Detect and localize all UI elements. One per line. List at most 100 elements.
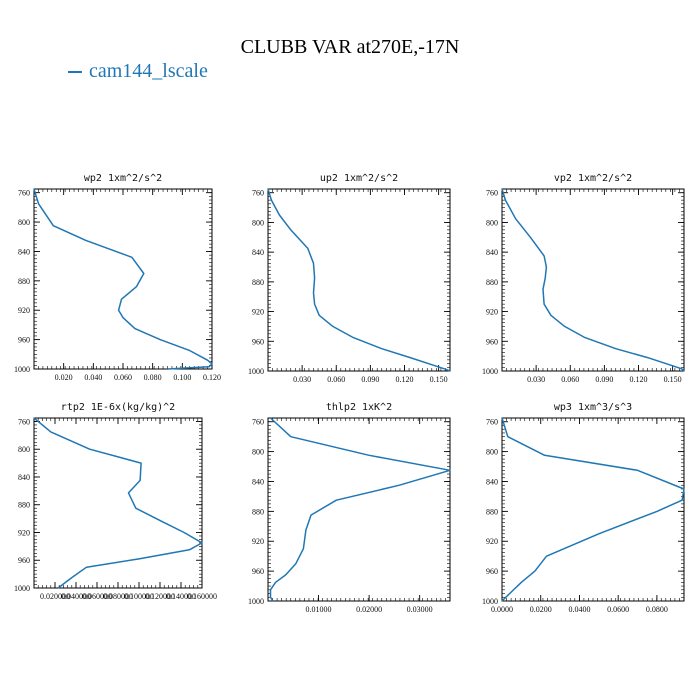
y-tick-label: 880 [252, 507, 264, 516]
y-tick-label: 760 [252, 418, 264, 427]
x-tick-label: 0.150 [430, 375, 448, 384]
series-line [269, 417, 451, 602]
y-tick-label: 1000 [248, 367, 264, 376]
series-line [33, 417, 203, 589]
y-tick-label: 800 [18, 445, 30, 454]
x-tick-label: 0.120 [396, 375, 414, 384]
series-line [501, 417, 685, 602]
x-tick-label: 0.120 [203, 373, 221, 382]
plot-frame [267, 188, 451, 372]
series-line [267, 188, 451, 372]
y-tick-label: 1000 [482, 367, 498, 376]
series-line [33, 188, 213, 370]
subplot-title: vp2 1xm^2/s^2 [554, 173, 632, 184]
legend-line-swatch [68, 70, 82, 73]
x-tick-label: 0.020000 [40, 592, 70, 601]
x-tick-label: 0.160000 [187, 592, 217, 601]
x-tick-label: 0.150 [664, 375, 682, 384]
x-tick-label: 0.030 [527, 375, 545, 384]
subplot-title: thlp2 1xK^2 [326, 402, 392, 413]
subplot-title: up2 1xm^2/s^2 [320, 173, 398, 184]
y-tick-label: 800 [486, 218, 498, 227]
x-tick-label: 0.060 [561, 375, 579, 384]
y-tick-label: 960 [18, 336, 30, 345]
plot-frame [33, 188, 213, 370]
y-tick-label: 760 [486, 418, 498, 427]
series-line [501, 188, 685, 372]
x-tick-label: 0.060000 [82, 592, 112, 601]
x-tick-label: 0.0000 [491, 605, 513, 614]
x-tick-label: 0.060 [327, 375, 345, 384]
y-tick-label: 920 [18, 528, 30, 537]
x-tick-label: 0.03000 [407, 605, 433, 614]
plot-frame [501, 188, 685, 372]
plot-frame [501, 417, 685, 602]
y-tick-label: 840 [486, 477, 498, 486]
x-tick-label: 0.090 [361, 375, 379, 384]
plot-frame [267, 417, 451, 602]
y-tick-label: 920 [486, 537, 498, 546]
y-tick-label: 920 [252, 537, 264, 546]
y-tick-label: 1000 [14, 584, 30, 593]
x-tick-label: 0.0400 [568, 605, 590, 614]
x-tick-label: 0.040000 [61, 592, 91, 601]
subplot-2: up2 1xm^2/s^2 0.030 0.060 0.090 0.120 0.150 76… [248, 173, 451, 384]
x-tick-label: 0.080 [144, 373, 162, 382]
y-tick-label: 920 [486, 308, 498, 317]
x-tick-label: 0.040 [84, 373, 102, 382]
x-tick-label: 0.140000 [166, 592, 196, 601]
x-tick-label: 0.0600 [607, 605, 629, 614]
subplot-title: rtp2 1E-6x(kg/kg)^2 [61, 402, 175, 413]
x-tick-label: 0.100000 [124, 592, 154, 601]
y-tick-label: 880 [252, 278, 264, 287]
subplot-title: wp2 1xm^2/s^2 [84, 173, 162, 184]
x-tick-label: 0.120 [630, 375, 648, 384]
y-tick-label: 960 [252, 337, 264, 346]
y-tick-label: 800 [486, 448, 498, 457]
y-tick-label: 960 [486, 337, 498, 346]
y-tick-label: 840 [252, 477, 264, 486]
legend: cam144_lscale [68, 60, 208, 83]
x-tick-label: 0.120000 [145, 592, 175, 601]
y-tick-label: 840 [18, 473, 30, 482]
subplot-1: wp2 1xm^2/s^2 0.020 0.040 0.060 0.080 0.100 0.… [14, 173, 221, 382]
y-tick-label: 960 [486, 567, 498, 576]
y-tick-label: 960 [18, 556, 30, 565]
y-tick-label: 760 [486, 189, 498, 198]
y-tick-label: 800 [252, 448, 264, 457]
y-tick-label: 880 [486, 507, 498, 516]
y-tick-label: 800 [252, 218, 264, 227]
subplot-3: vp2 1xm^2/s^2 0.030 0.060 0.090 0.120 0.150 76… [482, 173, 685, 384]
subplot-6: wp3 1xm^3/s^3 0.0000 0.0200 0.0400 0.0600 0.0… [482, 402, 685, 614]
y-tick-label: 1000 [14, 365, 30, 374]
y-tick-label: 760 [18, 417, 30, 426]
y-tick-label: 760 [252, 189, 264, 198]
x-tick-label: 0.0200 [530, 605, 552, 614]
y-tick-label: 1000 [248, 597, 264, 606]
y-tick-label: 840 [252, 248, 264, 257]
x-tick-label: 0.020 [55, 373, 73, 382]
subplot-title: wp3 1xm^3/s^3 [554, 402, 632, 413]
x-tick-label: 0.080000 [103, 592, 133, 601]
x-tick-label: 0.100 [173, 373, 191, 382]
x-tick-label: 0.060 [114, 373, 132, 382]
y-tick-label: 920 [18, 306, 30, 315]
y-tick-label: 880 [486, 278, 498, 287]
subplot-5: thlp2 1xK^2 0.01000 0.02000 0.03000 760 800 84… [248, 402, 451, 614]
subplot-4: rtp2 1E-6x(kg/kg)^2 0.0200000.0400000.060… [14, 402, 217, 601]
y-tick-label: 880 [18, 277, 30, 286]
x-tick-label: 0.02000 [356, 605, 382, 614]
x-tick-label: 0.01000 [306, 605, 332, 614]
legend-label: cam144_lscale [89, 60, 208, 82]
y-tick-label: 800 [18, 218, 30, 227]
y-tick-label: 760 [18, 189, 30, 198]
y-tick-label: 1000 [482, 597, 498, 606]
y-tick-label: 920 [252, 308, 264, 317]
y-tick-label: 840 [486, 248, 498, 257]
y-tick-label: 880 [18, 501, 30, 510]
figure-title: CLUBB VAR at270E,-17N [240, 36, 460, 58]
x-tick-label: 0.090 [595, 375, 613, 384]
y-tick-label: 840 [18, 247, 30, 256]
x-tick-label: 0.0800 [646, 605, 668, 614]
